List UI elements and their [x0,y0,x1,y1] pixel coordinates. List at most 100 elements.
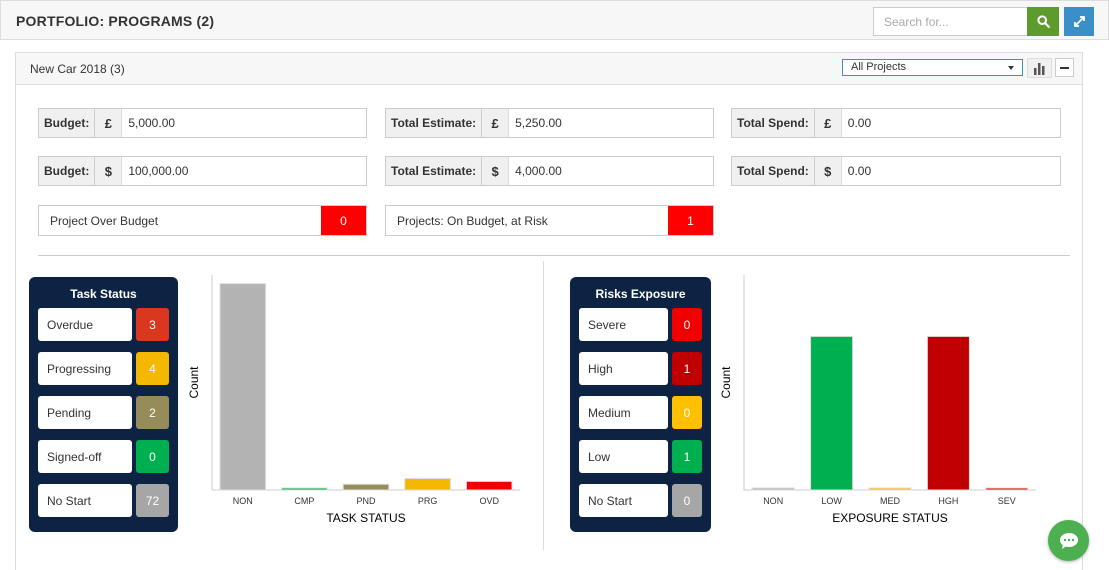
bar-hgh[interactable] [926,335,970,491]
project-filter-select[interactable]: All Projects [842,59,1023,76]
status-count: 1 [672,352,702,385]
collapse-button[interactable] [1055,58,1074,77]
budget-gbp-field: Budget: £ 5,000.00 [38,108,367,138]
bar-pnd[interactable] [342,483,390,491]
project-filter-value: All Projects [851,61,907,73]
task-status-progressing[interactable]: Progressing 4 [38,352,169,385]
spend-value: 0.00 [847,116,872,130]
risk-no-start[interactable]: No Start 0 [579,484,710,517]
x-tick-label: NON [233,496,253,506]
expand-icon [1073,16,1085,27]
budget-label: Budget: [39,157,96,185]
task-status-chart: NON CMP PND PRG OVD TASK STATUS Count [181,271,541,561]
currency-symbol: £ [814,109,842,137]
bar-low[interactable] [810,335,854,491]
currency-symbol: £ [482,109,510,137]
currency-symbol: $ [814,157,842,185]
x-axis-title: EXPOSURE STATUS [832,511,948,525]
exposure-status-chart: NON LOW MED HGH SEV EXPOSURE STATUS Count [716,271,1056,561]
search-input[interactable] [873,7,1028,36]
task-status-pending[interactable]: Pending 2 [38,396,169,429]
x-tick-label: PRG [418,496,438,506]
status-count: 4 [136,352,169,385]
risk-exposure-title: Risks Exposure [595,287,686,301]
estimate-label: Total Estimate: [386,109,483,137]
at-risk-alert[interactable]: Projects: On Budget, at Risk 1 [385,205,714,236]
status-count: 3 [136,308,169,341]
status-label: Severe [579,308,668,341]
status-label: High [579,352,668,385]
chat-button[interactable] [1048,520,1089,561]
alert-count: 0 [321,206,366,235]
status-count: 0 [136,440,169,473]
currency-symbol: $ [95,157,123,185]
y-axis-title: Count [719,366,733,399]
spend-label: Total Spend: [732,157,815,185]
risk-medium[interactable]: Medium 0 [579,396,710,429]
status-label: Progressing [38,352,132,385]
bar-ovd[interactable] [465,480,513,491]
task-status-title: Task Status [70,287,137,301]
task-status-box: Task Status Overdue 3 Progressing 4 Pend… [29,277,178,532]
status-count: 0 [672,308,702,341]
search-icon [1036,15,1050,28]
spend-label: Total Spend: [732,109,815,137]
bar-non[interactable] [219,283,267,491]
x-axis-title: TASK STATUS [326,511,405,525]
risk-high[interactable]: High 1 [579,352,710,385]
status-label: No Start [579,484,668,517]
over-budget-alert[interactable]: Project Over Budget 0 [38,205,367,236]
chat-bubble-icon [1059,532,1078,549]
status-count: 2 [136,396,169,429]
risk-severe[interactable]: Severe 0 [579,308,710,341]
alert-label: Project Over Budget [50,214,159,228]
bar-chart-icon [1034,62,1045,75]
bar-med[interactable] [868,487,912,491]
status-label: Low [579,440,668,473]
risk-low[interactable]: Low 1 [579,440,710,473]
budget-value: 5,000.00 [128,116,176,130]
status-label: Signed-off [38,440,132,473]
x-tick-label: OVD [479,496,499,506]
x-tick-label: MED [880,496,901,506]
alert-count: 1 [668,206,713,235]
status-count: 0 [672,396,702,429]
x-tick-label: LOW [821,496,842,506]
x-tick-label: PND [356,496,376,506]
currency-symbol: $ [482,157,510,185]
status-count: 1 [672,440,702,473]
bar-sev[interactable] [985,487,1029,491]
status-count: 0 [672,484,702,517]
estimate-value: 4,000.00 [515,164,562,178]
x-tick-label: HGH [938,496,958,506]
x-tick-label: CMP [294,496,314,506]
task-status-signed-off[interactable]: Signed-off 0 [38,440,169,473]
budget-value: 100,000.00 [128,164,189,178]
y-axis-title: Count [187,366,201,399]
divider [38,255,1070,256]
panel-title: New Car 2018 (3) [30,62,125,76]
caret-down-icon [1008,66,1014,70]
spend-value: 0.00 [847,164,872,178]
estimate-value: 5,250.00 [515,116,562,130]
currency-symbol: £ [95,109,123,137]
search-button[interactable] [1027,7,1059,36]
task-status-no-start[interactable]: No Start 72 [38,484,169,517]
x-tick-label: SEV [998,496,1016,506]
budget-label: Budget: [39,109,96,137]
bar-cmp[interactable] [281,487,328,491]
page-title: PORTFOLIO: PROGRAMS (2) [16,13,215,29]
status-count: 72 [136,484,169,517]
task-status-overdue[interactable]: Overdue 3 [38,308,169,341]
minus-icon [1060,66,1069,69]
estimate-usd-field: Total Estimate: $ 4,000.00 [385,156,714,186]
panel-header: New Car 2018 (3) All Projects [16,53,1082,85]
bar-prg[interactable] [404,478,451,491]
expand-button[interactable] [1064,7,1094,36]
status-label: Medium [579,396,668,429]
chart-toggle-button[interactable] [1027,58,1052,78]
program-panel: New Car 2018 (3) All Projects Budget: £ … [15,52,1083,570]
budget-usd-field: Budget: $ 100,000.00 [38,156,367,186]
bar-non[interactable] [751,487,795,491]
status-label: Pending [38,396,132,429]
